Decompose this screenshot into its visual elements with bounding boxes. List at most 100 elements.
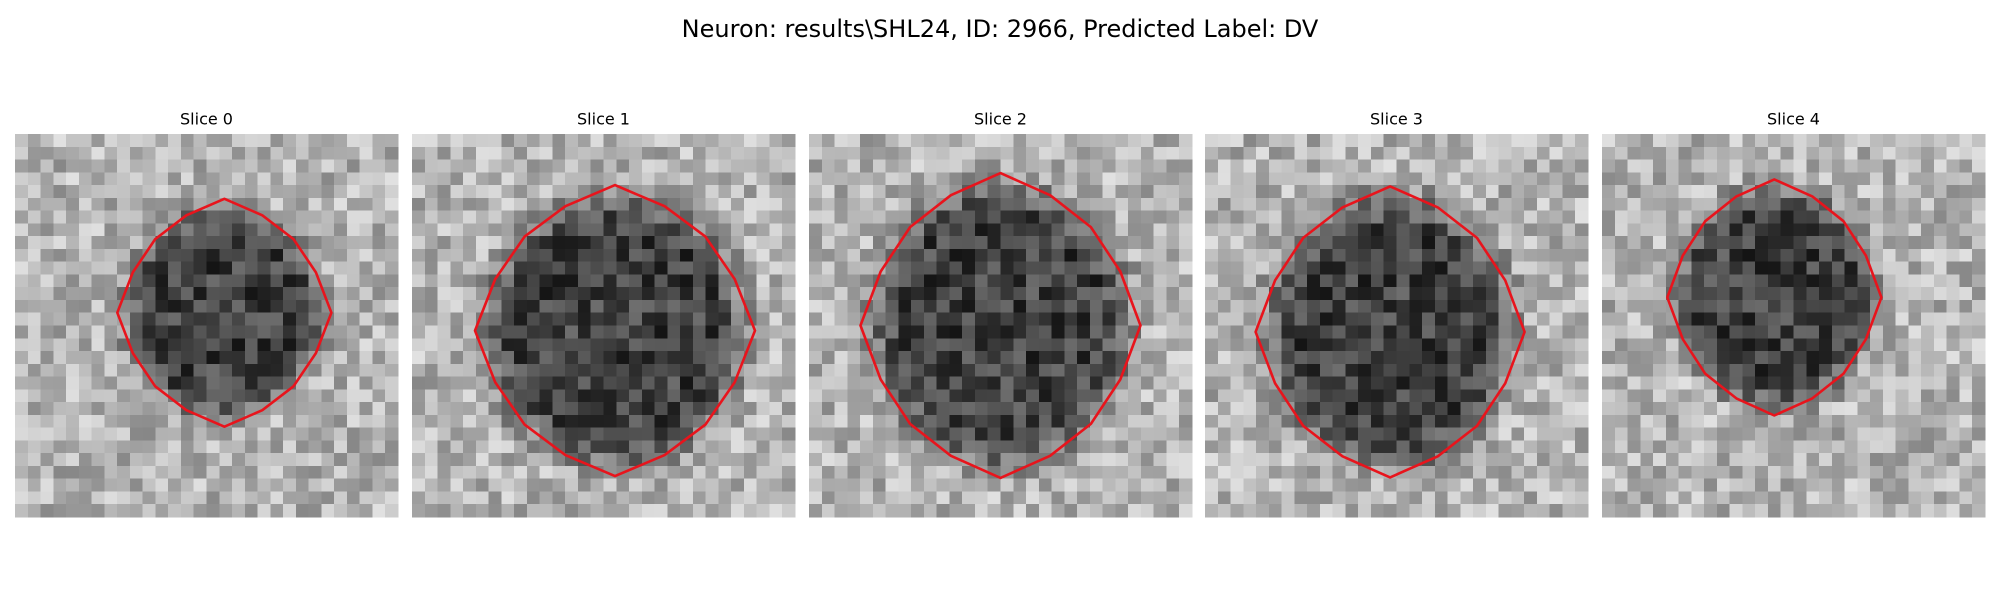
- pixel: [847, 261, 861, 276]
- pixel: [1972, 351, 1986, 365]
- pixel: [1064, 159, 1078, 173]
- pixel: [1447, 274, 1461, 288]
- pixel: [385, 299, 399, 314]
- pixel: [1422, 427, 1436, 441]
- pixel: [949, 134, 963, 148]
- pixel: [1653, 427, 1667, 441]
- pixel: [1153, 312, 1168, 327]
- pixel: [1217, 159, 1232, 173]
- pixel: [1396, 287, 1410, 301]
- pixel: [1729, 261, 1744, 276]
- pixel: [1780, 427, 1795, 441]
- pixel: [1895, 299, 1909, 314]
- pixel: [463, 312, 477, 327]
- pixel: [206, 159, 220, 173]
- pixel: [1434, 402, 1449, 416]
- pixel: [1653, 402, 1667, 416]
- pixel: [1268, 312, 1283, 327]
- pixel: [53, 325, 67, 339]
- pixel: [334, 197, 348, 212]
- pixel: [1602, 287, 1616, 301]
- pixel: [129, 325, 144, 339]
- pixel: [1205, 414, 1219, 429]
- pixel: [1217, 312, 1232, 327]
- pixel: [1485, 478, 1500, 493]
- pixel: [1230, 363, 1244, 378]
- pixel: [949, 261, 963, 276]
- pixel: [1358, 338, 1372, 352]
- pixel: [1332, 351, 1347, 365]
- pixel: [1077, 491, 1091, 505]
- pixel: [885, 491, 899, 505]
- pixel: [501, 453, 515, 467]
- pixel: [1729, 299, 1744, 314]
- pixel: [1549, 287, 1564, 301]
- pixel: [654, 478, 668, 493]
- pixel: [1575, 159, 1589, 173]
- pixel: [565, 248, 579, 263]
- pixel: [66, 325, 80, 339]
- pixel: [1665, 376, 1680, 390]
- pixel: [616, 236, 630, 250]
- pixel: [1319, 325, 1334, 339]
- pixel: [244, 210, 259, 224]
- pixel: [1358, 440, 1372, 454]
- pixel: [91, 197, 105, 212]
- pixel: [450, 351, 464, 365]
- pixel: [1115, 440, 1129, 454]
- pixel: [1742, 261, 1756, 276]
- pixel: [1319, 389, 1334, 403]
- pixel: [860, 389, 874, 403]
- pixel: [641, 312, 656, 327]
- pixel: [1358, 491, 1372, 505]
- pixel: [385, 146, 399, 161]
- pixel: [283, 159, 297, 173]
- pixel: [809, 185, 823, 199]
- pixel: [1243, 376, 1257, 390]
- pixel: [552, 351, 566, 365]
- pixel: [244, 440, 259, 454]
- pixel: [911, 146, 925, 161]
- pixel: [359, 146, 374, 161]
- pixel: [66, 248, 80, 263]
- pixel: [463, 376, 477, 390]
- pixel: [412, 236, 426, 250]
- pixel: [936, 197, 951, 212]
- pixel: [1205, 402, 1219, 416]
- pixel: [1166, 363, 1180, 378]
- pixel: [501, 274, 515, 288]
- pixel: [168, 453, 182, 467]
- pixel: [1332, 325, 1347, 339]
- pixel: [1434, 504, 1449, 518]
- pixel: [1089, 504, 1104, 518]
- pixel: [1038, 223, 1053, 237]
- pixel: [743, 440, 758, 454]
- pixel: [565, 185, 579, 199]
- pixel: [949, 287, 963, 301]
- pixel: [1498, 223, 1512, 237]
- pixel: [705, 465, 719, 480]
- pixel: [129, 338, 144, 352]
- pixel: [1729, 491, 1744, 505]
- pixel: [1882, 351, 1897, 365]
- pixel: [1166, 465, 1180, 480]
- pixel: [962, 465, 976, 480]
- pixel: [1281, 351, 1295, 365]
- pixel: [385, 376, 399, 390]
- pixel: [91, 274, 105, 288]
- pixel: [1498, 440, 1512, 454]
- pixel: [847, 491, 861, 505]
- pixel: [1870, 172, 1884, 186]
- pixel: [1575, 465, 1589, 480]
- pixel: [385, 248, 399, 263]
- pixel: [1332, 185, 1347, 199]
- pixel: [1383, 299, 1398, 314]
- pixel: [308, 248, 322, 263]
- pixel: [372, 453, 386, 467]
- pixel: [629, 159, 643, 173]
- pixel: [667, 159, 681, 173]
- pixel: [1230, 312, 1244, 327]
- pixel: [1256, 491, 1270, 505]
- pixel: [514, 274, 528, 288]
- pixel: [1755, 427, 1769, 441]
